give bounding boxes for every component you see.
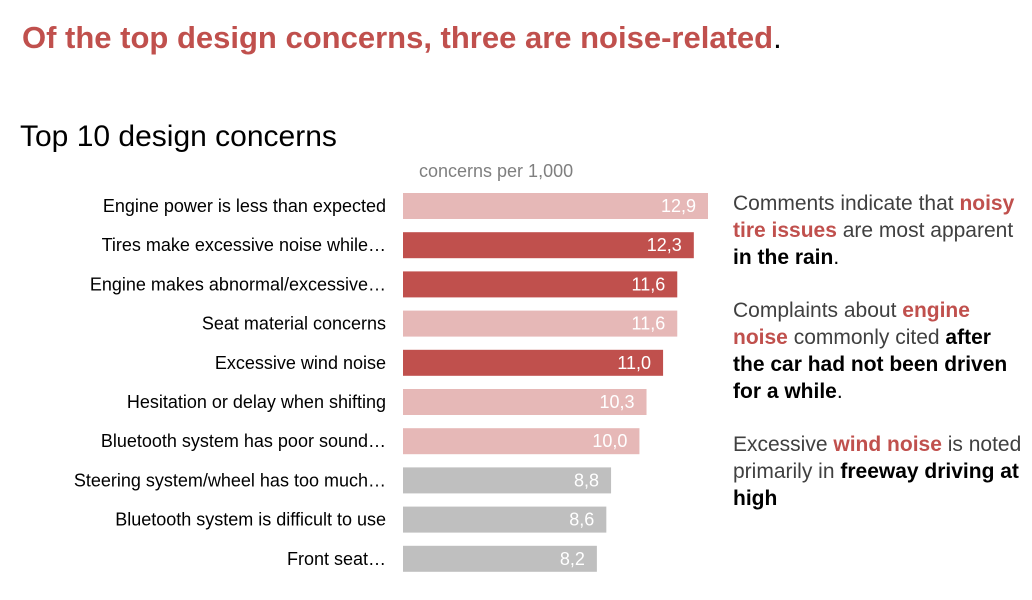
bar-value-label: 8,6 [569,510,594,530]
annotation-wind: Excessive wind noise is noted primarily … [733,431,1023,512]
annotation-text: Comments indicate that [733,192,960,215]
bar [403,389,647,415]
category-label: Seat material concerns [202,314,386,334]
category-label: Engine power is less than expected [103,196,386,216]
bar [403,428,640,455]
bar-value-label: 10,0 [592,431,627,451]
bar-value-label: 10,3 [599,392,634,412]
bar [403,232,694,259]
category-label: Engine makes abnormal/excessive… [90,274,386,294]
annotation-text: . [836,380,843,403]
category-label: Bluetooth system has poor sound… [101,431,386,451]
bar [403,467,612,494]
headline-period: . [773,20,782,55]
category-label: Steering system/wheel has too much… [74,470,386,490]
bar [403,193,708,219]
annotation-emphasis: after the car had not been driven for a … [733,326,1008,403]
annotation-emphasis: in the rain [733,246,834,269]
bar-value-label: 11,6 [632,314,666,334]
bar [403,545,597,572]
annotation-text: commonly cited [787,326,946,349]
annotation-text: are most apparent [836,219,1014,242]
annotation-highlight: engine noise [733,299,970,349]
bar-value-label: 12,3 [647,235,682,255]
category-label: Front seat… [287,549,386,569]
category-label: Excessive wind noise [215,353,386,373]
annotation-tires: Comments indicate that noisy tire issues… [733,190,1023,271]
headline: Of the top design concerns, three are no… [22,20,782,56]
bar [403,506,607,533]
annotation-highlight: wind noise [833,433,942,456]
bar-value-label: 11,6 [632,274,666,294]
bar [403,310,678,337]
unit-label: concerns per 1,000 [419,161,574,181]
annotation-text: Complaints about [733,299,903,322]
bar-value-label: 11,0 [617,353,651,373]
headline-text: Of the top design concerns, three are no… [22,20,774,55]
bar [403,349,664,376]
category-label: Bluetooth system is difficult to use [115,510,386,530]
category-label: Hesitation or delay when shifting [127,392,386,412]
annotation-engine: Complaints about engine noise commonly c… [733,297,1023,405]
annotation-highlight: noisy tire issues [733,192,1015,242]
annotation-text: . [833,246,840,269]
annotations-panel: Comments indicate that noisy tire issues… [733,190,1023,538]
chart-title: Top 10 design concerns [20,120,337,153]
bar [403,271,678,298]
bar-value-label: 12,9 [661,196,696,216]
annotation-text: Excessive [733,433,834,456]
bar-value-label: 8,8 [574,470,599,490]
bar-value-label: 8,2 [560,549,585,569]
category-label: Tires make excessive noise while… [102,235,386,255]
bar-chart: Engine power is less than expected 12,9 Ti… [74,193,708,572]
annotation-text: is noted primarily in [733,433,1022,483]
annotation-emphasis: freeway driving at high [733,460,1019,510]
